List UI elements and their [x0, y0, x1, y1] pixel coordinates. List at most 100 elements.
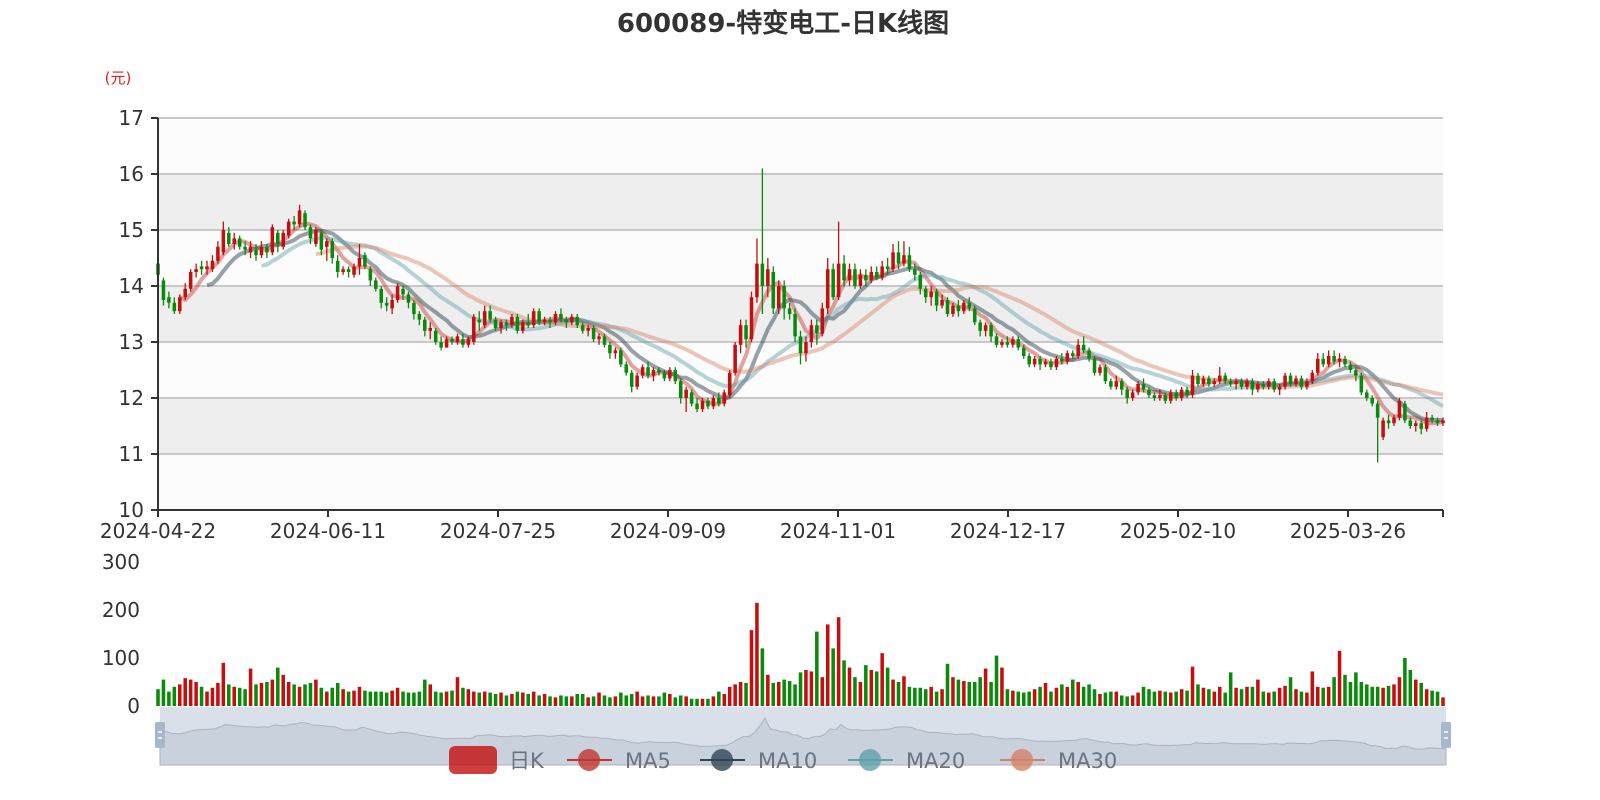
- volume-bar: [809, 671, 814, 706]
- price-axes: 10 11 12 13 14 15 16 17 2024-04-22 2024-06-11 2024…: [100, 106, 1444, 543]
- circle-legend-icon: [1011, 749, 1033, 771]
- candle-body: [1277, 386, 1282, 390]
- volume-bar: [793, 684, 797, 706]
- candle-body: [657, 370, 661, 373]
- volume-bar: [1370, 686, 1374, 706]
- volume-bar: [482, 691, 487, 706]
- candle-body: [1392, 417, 1396, 424]
- volume-bar: [564, 696, 569, 706]
- candle-body: [466, 339, 471, 345]
- volume-bar: [624, 695, 629, 706]
- volume-bar: [651, 696, 656, 706]
- volume-bar: [1076, 682, 1080, 706]
- volume-bar: [1375, 686, 1380, 706]
- volume-bar: [1179, 689, 1184, 706]
- candle-body: [1261, 384, 1266, 387]
- volume-bar: [907, 686, 912, 706]
- candle-body: [357, 258, 362, 267]
- volume-bar: [989, 682, 993, 706]
- candle-body: [1005, 342, 1010, 345]
- volume-bar: [1087, 684, 1091, 706]
- candle-body: [330, 241, 335, 258]
- volume-bar: [1060, 684, 1064, 706]
- volume-bar: [1032, 689, 1037, 706]
- candle-body: [1060, 358, 1064, 362]
- candle-body: [700, 400, 705, 410]
- volume-bar: [678, 695, 683, 706]
- volume-bar: [956, 679, 961, 706]
- candle-body: [727, 372, 732, 396]
- candle-body: [1038, 358, 1042, 365]
- volume-bar: [276, 667, 280, 706]
- candle-body: [1027, 356, 1031, 365]
- volume-bar: [1190, 666, 1195, 706]
- candle-body: [635, 375, 639, 387]
- volume-bar: [755, 602, 759, 706]
- volume-bar: [433, 691, 438, 706]
- candle-body: [738, 325, 743, 345]
- legend: 日K MA5 MA10 MA20 MA30: [449, 746, 1117, 774]
- candle-body: [918, 274, 923, 289]
- volume-bar: [684, 696, 688, 706]
- volume-bar: [1098, 694, 1102, 706]
- candle-body: [586, 328, 590, 331]
- volume-bar: [657, 696, 661, 706]
- volume-bar: [983, 668, 988, 706]
- volume-bar: [1403, 658, 1407, 706]
- candle-body: [597, 336, 601, 340]
- candle-body: [1147, 389, 1151, 396]
- candle-body: [1098, 367, 1102, 373]
- candle-body: [793, 314, 797, 337]
- volume-bar: [608, 697, 612, 706]
- y-tick-label: 11: [119, 442, 144, 466]
- candle-body: [314, 230, 318, 244]
- volume-bar: [880, 653, 884, 706]
- candle-body: [1430, 417, 1434, 421]
- volume-bar: [210, 687, 215, 706]
- candle-body: [526, 322, 531, 326]
- volume-bar: [1217, 686, 1222, 706]
- volume-bar: [417, 691, 422, 706]
- candle-body: [831, 269, 835, 298]
- slider-handle[interactable]: [155, 722, 165, 748]
- volume-bar: [379, 691, 384, 706]
- volume-bar: [1152, 691, 1157, 706]
- candle-body: [678, 381, 683, 398]
- volume-bar: [1168, 692, 1173, 706]
- volume-bar: [1043, 682, 1048, 706]
- volume-bar: [1103, 692, 1108, 706]
- legend-item-日k[interactable]: 日K: [449, 746, 545, 774]
- volume-bar: [1228, 672, 1233, 706]
- y-tick-label: 12: [119, 386, 144, 410]
- grid-band: [158, 118, 1443, 174]
- candle-body: [477, 319, 482, 323]
- candle-body: [504, 322, 509, 326]
- legend-label: MA5: [625, 749, 671, 773]
- volume-bar: [918, 687, 923, 706]
- candle-body: [390, 300, 394, 309]
- y-tick-label: 14: [119, 274, 144, 298]
- volume-bar: [314, 679, 318, 706]
- candle-body: [1370, 398, 1374, 404]
- circle-legend-icon: [578, 749, 600, 771]
- volume-bar: [216, 682, 220, 706]
- candle-body: [717, 398, 721, 404]
- volume-bar: [1321, 687, 1325, 706]
- candle-body: [755, 263, 759, 298]
- legend-item-ma30[interactable]: MA30: [1000, 749, 1117, 773]
- legend-item-ma20[interactable]: MA20: [848, 749, 965, 773]
- candle-body: [1239, 381, 1244, 387]
- legend-item-ma10[interactable]: MA10: [700, 749, 817, 773]
- volume-bar: [1354, 672, 1358, 706]
- candle-body: [368, 269, 373, 281]
- candle-body: [891, 252, 895, 270]
- volume-bar: [493, 694, 498, 706]
- candle-body: [1250, 381, 1255, 390]
- volume-bar: [1174, 691, 1178, 706]
- slider-handle[interactable]: [1441, 722, 1451, 748]
- volume-bar: [265, 682, 269, 706]
- volume-bar: [374, 691, 378, 706]
- candle-body: [384, 302, 389, 306]
- legend-item-ma5[interactable]: MA5: [567, 749, 671, 773]
- volume-bar: [1119, 695, 1124, 706]
